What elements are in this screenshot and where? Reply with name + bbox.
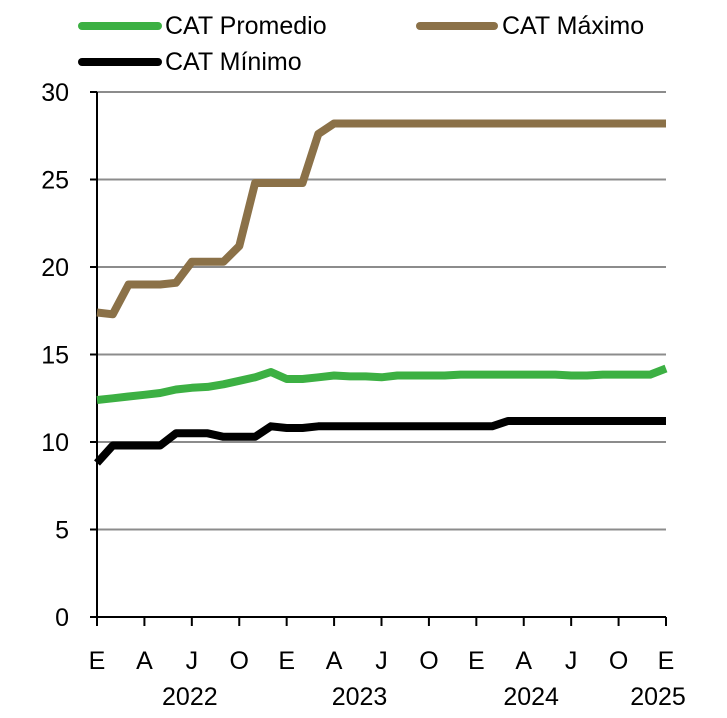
legend-label-promedio: CAT Promedio	[165, 12, 327, 40]
y-tick-label-10: 10	[41, 429, 69, 457]
y-tick-label-20: 20	[41, 254, 69, 282]
x-tick-label-4: E	[278, 647, 295, 675]
year-label-2022: 2022	[162, 683, 218, 711]
x-tick-label-6: J	[375, 647, 388, 675]
y-tick-label-5: 5	[55, 517, 69, 545]
x-tick-label-3: O	[230, 647, 249, 675]
legend-item-maximo: CAT Máximo	[416, 12, 644, 40]
legend-label-maximo: CAT Máximo	[502, 12, 644, 40]
x-tick-label-5: A	[326, 647, 343, 675]
gridlines	[97, 91, 666, 531]
legend-item-minimo: CAT Mínimo	[78, 48, 302, 76]
legend-label-minimo: CAT Mínimo	[165, 48, 302, 76]
x-tick-label-2: J	[186, 647, 199, 675]
axes	[90, 91, 667, 626]
series-line-maximo	[96, 119, 666, 319]
y-tick-label-25: 25	[41, 167, 69, 195]
x-tick-label-0: E	[89, 647, 106, 675]
series-line-promedio	[96, 364, 668, 404]
x-tick-label-1: A	[136, 647, 153, 675]
x-tick-label-9: A	[515, 647, 532, 675]
year-label-2025: 2025	[630, 683, 686, 711]
x-tick-label-10: J	[565, 647, 578, 675]
legend-item-promedio: CAT Promedio	[78, 12, 327, 40]
y-tick-label-0: 0	[55, 604, 69, 632]
x-tick-label-11: O	[609, 647, 628, 675]
y-tick-label-15: 15	[41, 342, 69, 370]
legend: CAT Promedio CAT Máximo CAT Mínimo	[78, 12, 644, 76]
y-tick-label-30: 30	[41, 79, 69, 107]
x-tick-label-12: E	[658, 647, 675, 675]
year-label-2024: 2024	[503, 683, 559, 711]
x-tick-label-7: O	[419, 647, 438, 675]
x-tick-label-8: E	[468, 647, 485, 675]
year-label-2023: 2023	[332, 683, 388, 711]
series-lines	[94, 119, 668, 466]
